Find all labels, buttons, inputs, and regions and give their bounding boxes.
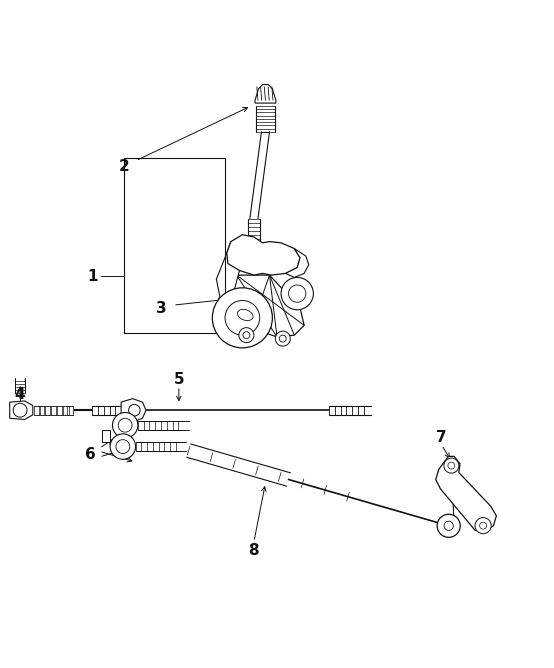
Text: 7: 7 <box>436 430 447 446</box>
Polygon shape <box>255 85 276 103</box>
Polygon shape <box>69 405 73 415</box>
Circle shape <box>110 434 136 460</box>
Polygon shape <box>34 405 39 415</box>
Polygon shape <box>217 242 239 310</box>
Polygon shape <box>102 430 110 442</box>
Circle shape <box>129 404 140 416</box>
Circle shape <box>118 418 132 432</box>
Polygon shape <box>57 405 61 415</box>
Circle shape <box>13 403 27 417</box>
Circle shape <box>480 522 486 529</box>
Polygon shape <box>63 405 68 415</box>
Circle shape <box>448 462 455 469</box>
Polygon shape <box>286 248 309 277</box>
Circle shape <box>212 288 273 348</box>
Circle shape <box>437 514 460 537</box>
Circle shape <box>444 458 459 473</box>
Circle shape <box>281 277 314 310</box>
Polygon shape <box>10 401 33 420</box>
Polygon shape <box>121 399 146 422</box>
Circle shape <box>116 440 130 454</box>
Ellipse shape <box>238 309 253 321</box>
Circle shape <box>279 335 286 342</box>
Polygon shape <box>229 275 304 337</box>
Text: 6: 6 <box>85 447 96 462</box>
Polygon shape <box>40 405 44 415</box>
Text: 2: 2 <box>119 159 130 174</box>
Polygon shape <box>436 456 496 532</box>
Circle shape <box>243 332 250 339</box>
Circle shape <box>112 413 138 438</box>
Circle shape <box>289 285 306 302</box>
Circle shape <box>275 331 290 346</box>
Text: 5: 5 <box>173 371 184 387</box>
Polygon shape <box>52 405 56 415</box>
Text: 8: 8 <box>249 543 259 558</box>
Circle shape <box>475 518 491 534</box>
Text: 4: 4 <box>15 387 25 402</box>
Polygon shape <box>45 405 50 415</box>
Circle shape <box>444 521 453 530</box>
Text: 3: 3 <box>156 301 167 315</box>
Text: 1: 1 <box>87 269 98 284</box>
Circle shape <box>239 327 254 343</box>
Polygon shape <box>227 234 300 275</box>
Circle shape <box>225 301 260 335</box>
